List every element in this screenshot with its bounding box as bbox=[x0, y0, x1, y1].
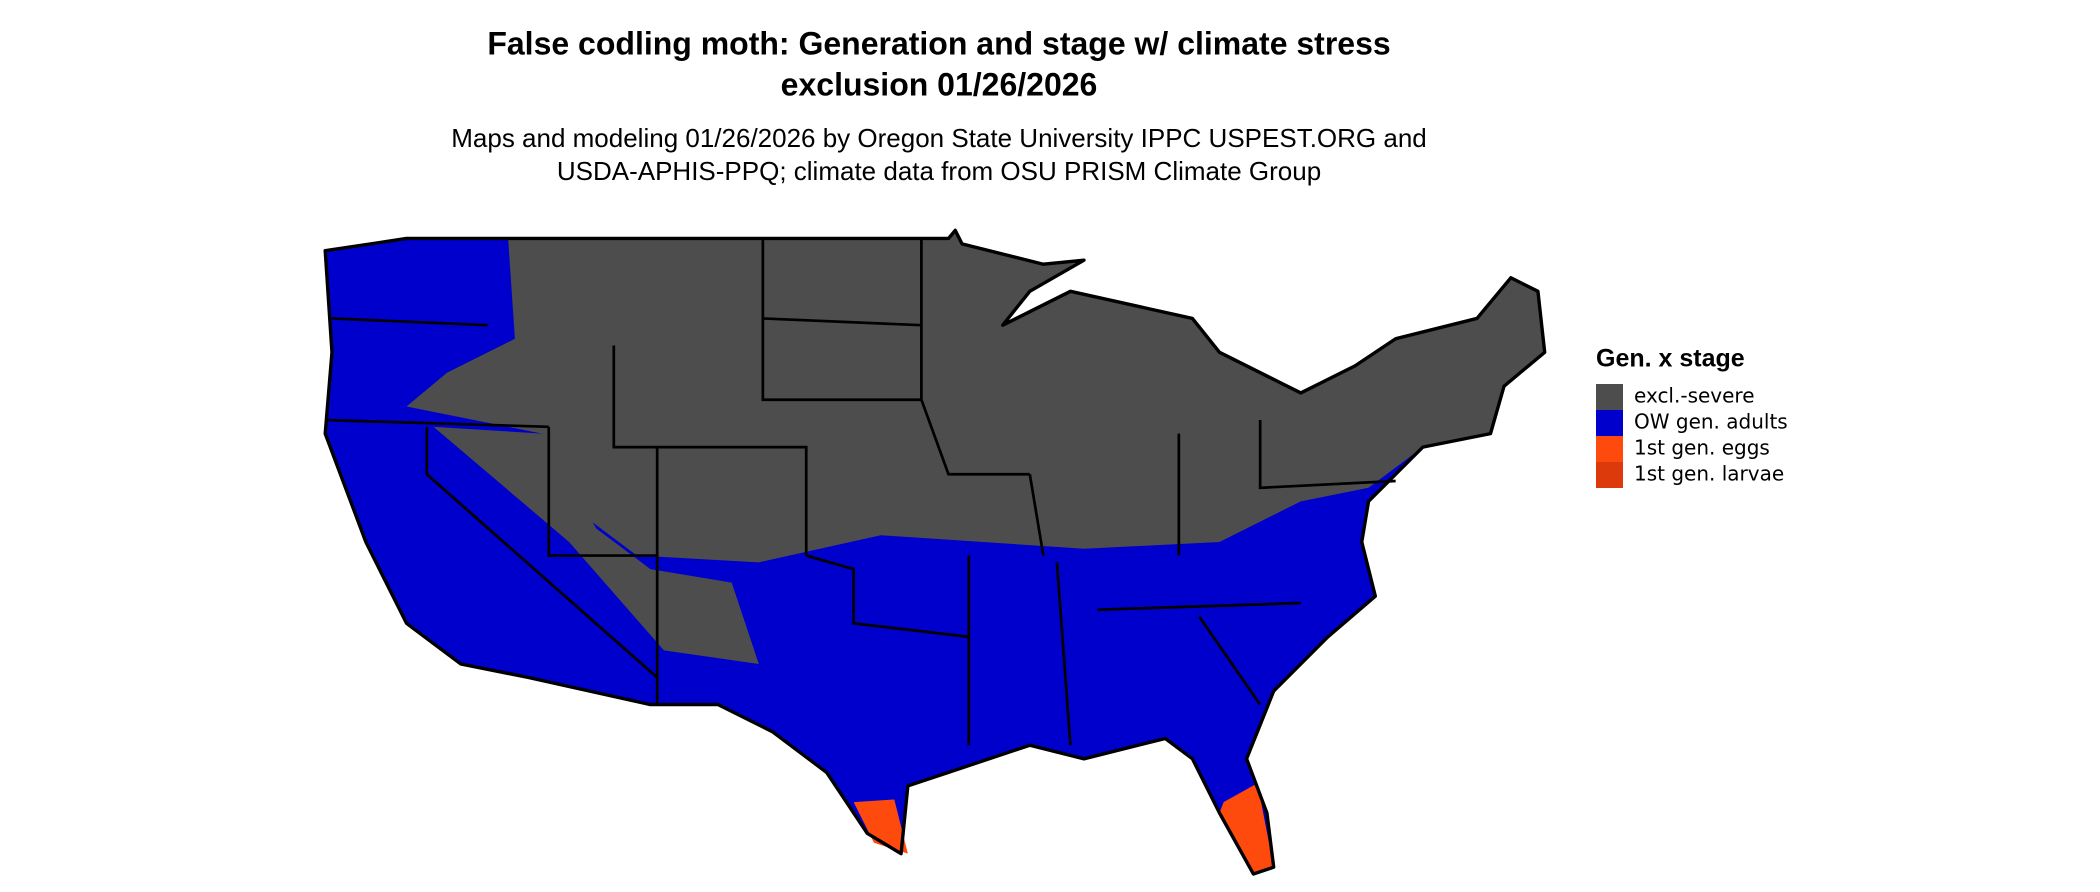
us-map bbox=[323, 228, 1547, 876]
region-eggs bbox=[1219, 783, 1274, 874]
region-ow-adults bbox=[325, 238, 1423, 874]
state-borders bbox=[327, 238, 1396, 746]
us-outline bbox=[323, 228, 1547, 876]
title: False codling moth: Generation and stage… bbox=[487, 25, 1390, 61]
legend-label: excl.-severe bbox=[1634, 384, 1755, 408]
legend-title: Gen. x stage bbox=[1596, 345, 1745, 373]
legend-label: 1st gen. eggs bbox=[1634, 436, 1770, 460]
subtitle: USDA-APHIS-PPQ; climate data from OSU PR… bbox=[557, 156, 1321, 186]
legend-swatch bbox=[1596, 384, 1623, 410]
title: exclusion 01/26/2026 bbox=[781, 66, 1098, 102]
legend-swatch bbox=[1596, 462, 1623, 488]
legend-swatch bbox=[1596, 410, 1623, 436]
subtitle: Maps and modeling 01/26/2026 by Oregon S… bbox=[451, 123, 1427, 153]
legend-label: OW gen. adults bbox=[1634, 410, 1788, 434]
legend-label: 1st gen. larvae bbox=[1634, 462, 1784, 486]
region-eggs bbox=[853, 799, 908, 854]
region-gray-interior bbox=[433, 426, 759, 664]
legend-swatch bbox=[1596, 436, 1623, 462]
